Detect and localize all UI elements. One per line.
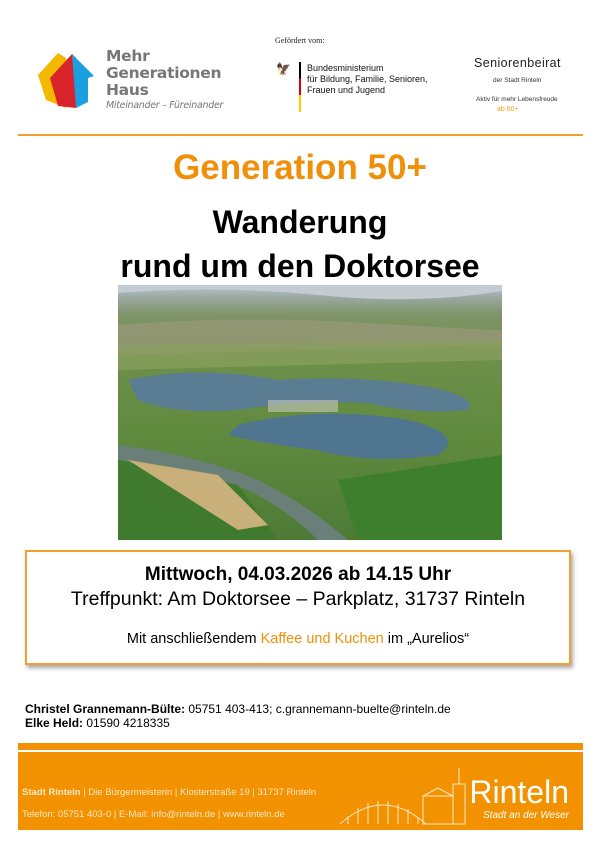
- seniorenbeirat-sub: der Stadt Rinteln: [493, 77, 542, 84]
- mgh-logo-text: Mehr Generationen Haus Miteinander – Für…: [106, 47, 224, 112]
- doktorsee-aerial-photo: [118, 285, 502, 540]
- german-flag-bar: [299, 62, 301, 112]
- event-details-box: Mittwoch, 04.03.2026 ab 14.15 Uhr Treffp…: [25, 550, 571, 665]
- seniorenbeirat-age: ab 60+: [497, 106, 519, 113]
- seniorenbeirat-title: Seniorenbeirat: [474, 56, 561, 70]
- ministry-logo-text: Bundesministerium für Bildung, Familie, S…: [307, 63, 428, 95]
- footer-strip: [18, 743, 583, 750]
- event-date: Mittwoch, 04.03.2026 ab 14.15 Uhr: [144, 564, 452, 585]
- rinteln-logo-text: Rinteln: [469, 774, 569, 810]
- event-extra: Mit anschließendem Kaffee und Kuchen im …: [126, 631, 470, 647]
- contact-2: Elke Held: 01590 4218335: [25, 716, 170, 730]
- event-meeting-point: Treffpunkt: Am Doktorsee – Parkplatz, 31…: [70, 588, 526, 610]
- page-title: Generation 50+: [173, 148, 427, 187]
- rinteln-logo-tagline: Stadt an der Weser: [483, 810, 569, 821]
- footer-address: Stadt Rinteln | Die Bürgermeisterin | Kl…: [22, 787, 317, 798]
- footer-contact: Telefon: 05751 403-0 | E-Mail: info@rint…: [22, 809, 285, 820]
- header-divider: [18, 134, 583, 136]
- rinteln-skyline-icon: [339, 768, 466, 825]
- footer: Stadt Rinteln | Die Bürgermeisterin | Kl…: [18, 752, 583, 830]
- funded-by-label: Gefördert vom:: [275, 36, 325, 45]
- seniorenbeirat-motto: Aktiv für mehr Lebensfreude: [476, 96, 558, 103]
- contact-1: Christel Grannemann-Bülte: 05751 403-413…: [25, 702, 451, 716]
- federal-eagle-icon: 🦅: [276, 62, 291, 76]
- event-heading: Wanderung rund um den Doktorsee: [120, 204, 480, 284]
- mehrgenerationenhaus-logo-icon: [38, 53, 94, 108]
